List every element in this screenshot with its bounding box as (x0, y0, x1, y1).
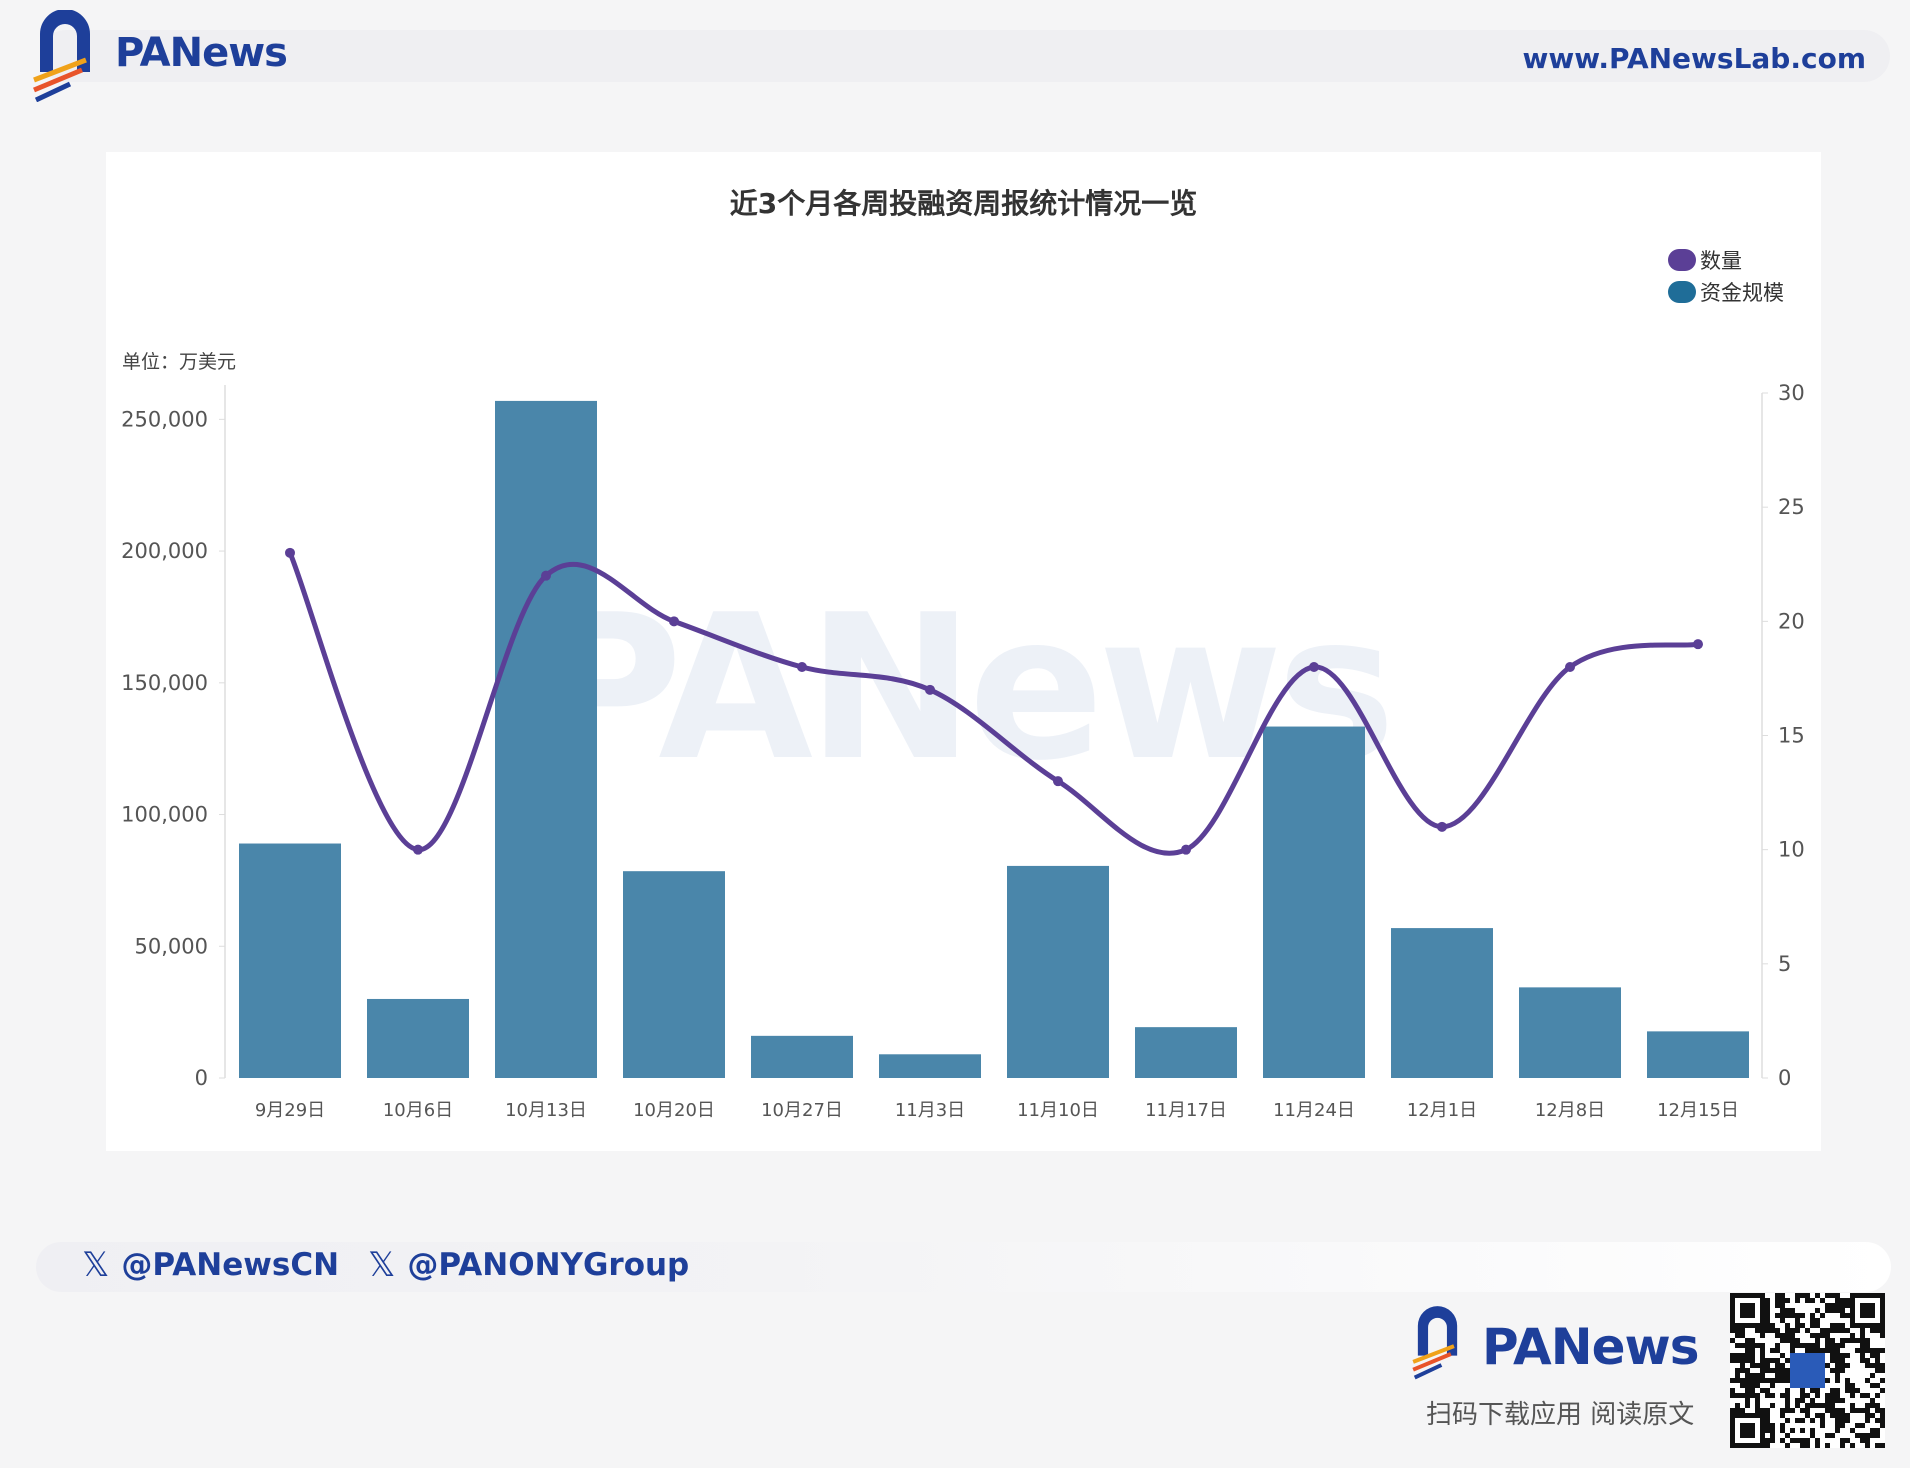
x-tick-label: 10月27日 (761, 1100, 843, 1121)
legend-item-count[interactable]: 数量 (1668, 244, 1784, 276)
unit-label: 单位：万美元 (122, 351, 237, 373)
handle-text: @PANONYGroup (407, 1247, 690, 1283)
bar (367, 998, 469, 1078)
left-tick-label: 100,000 (121, 803, 208, 827)
x-tick-label: 11月10日 (1017, 1100, 1099, 1121)
bar (1519, 987, 1621, 1078)
right-tick-label: 30 (1778, 381, 1805, 405)
x-tick-label: 12月15日 (1657, 1100, 1739, 1121)
footer-brand: PANews (1482, 1318, 1699, 1376)
bar (751, 1035, 853, 1078)
chart-plot: 0 50,000 100,000 150,000 200,000 250,000 0 5 10 1… (121, 381, 1805, 1121)
watermark: PANews (536, 572, 1396, 805)
bar (239, 843, 341, 1078)
count-point (1565, 662, 1575, 672)
twitter-handle-panewscn[interactable]: 𝕏 @PANewsCN (82, 1245, 339, 1285)
x-logo-icon: 𝕏 (368, 1245, 396, 1285)
x-tick-label: 10月6日 (383, 1100, 453, 1121)
x-tick-label: 11月24日 (1273, 1100, 1355, 1121)
scan-text: 扫码下载应用 阅读原文 (1426, 1400, 1695, 1430)
x-tick-label: 10月13日 (505, 1100, 587, 1121)
panews-logo-icon (1412, 1306, 1458, 1380)
right-tick-label: 0 (1778, 1066, 1791, 1090)
count-point (1309, 662, 1319, 672)
left-tick-label: 200,000 (121, 539, 208, 563)
x-tick-label: 12月1日 (1407, 1100, 1477, 1121)
bar (1007, 865, 1109, 1078)
right-tick-label: 25 (1778, 495, 1805, 519)
legend-item-amount[interactable]: 资金规模 (1668, 276, 1784, 308)
count-point (925, 684, 935, 695)
chart-card: PANews 近3个月各周投融资周报统计情况一览 数量 资金规模 单位：万美元 … (106, 152, 1821, 1151)
legend-label: 资金规模 (1700, 281, 1784, 305)
bar (1135, 1027, 1237, 1078)
count-point (1437, 821, 1447, 832)
bar (623, 871, 725, 1078)
bar (1391, 928, 1493, 1078)
right-tick-label: 15 (1778, 724, 1805, 748)
count-point (1693, 639, 1703, 650)
x-tick-label: 12月8日 (1535, 1100, 1605, 1121)
legend-label: 数量 (1700, 249, 1742, 273)
count-point (1053, 776, 1063, 787)
legend: 数量 资金规模 (1668, 244, 1784, 308)
left-tick-label: 0 (195, 1066, 208, 1090)
left-tick-label: 150,000 (121, 671, 208, 695)
footer-bar (36, 1242, 1891, 1292)
bar (1647, 1031, 1749, 1078)
bar (879, 1054, 981, 1078)
panews-logo-icon (33, 10, 90, 102)
site-url[interactable]: www.PANewsLab.com (1522, 42, 1866, 75)
x-tick-label: 11月17日 (1145, 1100, 1227, 1121)
count-point (541, 570, 551, 581)
count-point (285, 547, 295, 558)
count-point (413, 844, 423, 855)
bar (1263, 726, 1365, 1078)
right-tick-label: 10 (1778, 838, 1805, 862)
chart-title: 近3个月各周投融资周报统计情况一览 (729, 187, 1198, 220)
x-tick-label: 9月29日 (255, 1100, 325, 1121)
legend-swatch (1668, 249, 1696, 271)
count-point (669, 616, 679, 627)
left-tick-label: 250,000 (121, 407, 208, 431)
handle-text: @PANewsCN (121, 1247, 340, 1283)
x-logo-icon: 𝕏 (82, 1245, 110, 1285)
right-tick-label: 5 (1778, 952, 1791, 976)
left-tick-label: 50,000 (135, 934, 208, 958)
qr-code-icon[interactable] (1730, 1293, 1885, 1448)
legend-swatch (1668, 281, 1696, 303)
right-tick-label: 20 (1778, 609, 1805, 633)
bar (495, 400, 597, 1079)
brand-name: PANews (115, 30, 288, 76)
x-tick-label: 10月20日 (633, 1100, 715, 1121)
header-bar (40, 30, 1890, 82)
x-tick-label: 11月3日 (895, 1100, 965, 1121)
count-point (797, 662, 807, 672)
count-point (1181, 844, 1191, 855)
twitter-handle-panonygroup[interactable]: 𝕏 @PANONYGroup (368, 1245, 689, 1285)
